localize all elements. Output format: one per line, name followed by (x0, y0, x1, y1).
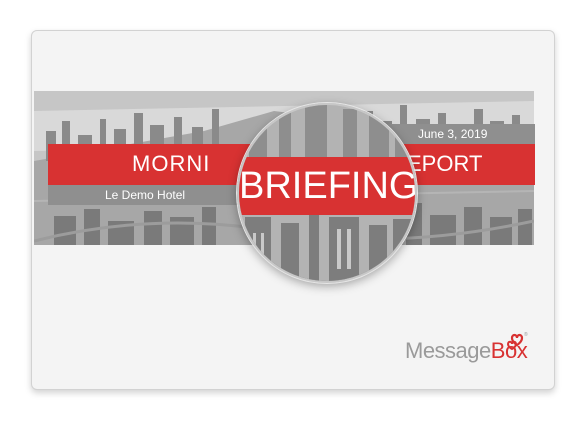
report-card[interactable]: June 3, 2019 MORNI EPORT Le Demo Hotel (31, 30, 555, 390)
report-title-left: MORNI (132, 151, 211, 176)
logo-text-message: Message (405, 338, 491, 363)
magnified-title-band (239, 157, 415, 215)
hotel-band (48, 185, 258, 205)
trademark-symbol: ® (524, 331, 528, 338)
date-band (379, 124, 535, 144)
report-title-right: EPORT (407, 151, 483, 176)
magnifying-lens-icon: BRIEFING (237, 103, 417, 283)
heart-logo-icon: ® (506, 331, 528, 351)
report-date: June 3, 2019 (418, 127, 488, 141)
hotel-name: Le Demo Hotel (105, 188, 186, 202)
magnified-title-word: BRIEFING (239, 165, 417, 207)
